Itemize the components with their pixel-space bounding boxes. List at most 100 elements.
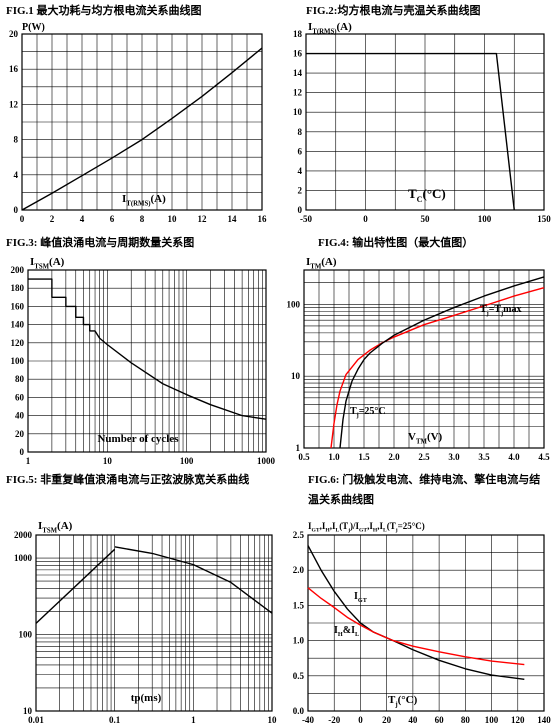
y-axis-label: ITSM​(A) (30, 256, 65, 270)
x-tick-label: 20 (382, 715, 392, 725)
y-tick-label: 2.0 (293, 565, 305, 575)
y-tick-label: 100 (11, 356, 25, 366)
annotation-tj-25c: Tj​=25°C (350, 406, 386, 419)
y-tick-label: 6 (298, 146, 303, 156)
series-line-2 (114, 546, 273, 614)
plot-frame (305, 33, 545, 211)
gridlines (305, 33, 545, 211)
y-tick-label: 120 (11, 338, 25, 348)
y-tick-label: 14 (293, 68, 303, 78)
y-tick-label: 8 (298, 127, 303, 137)
fig2-chart: -50050100150024681012141618IT(RMS)​(A)TC… (293, 21, 551, 224)
y-tick-label: 140 (11, 320, 25, 330)
y-tick-label: 80 (15, 374, 25, 384)
plot-area (305, 33, 545, 211)
fig3-title: FIG.3: 峰值浪涌电流与周期数量关系图 (6, 237, 195, 249)
fig4-chart: 0.5 1.0 1.5 2.0 2.5 3.0 3.5 4.0 4.5 1 10 100 ITM​(A)… (287, 256, 551, 462)
y-tick-label: 0.5 (293, 671, 305, 681)
x-tick-label: 0 (358, 715, 363, 725)
y-tick-label: 4 (298, 166, 303, 176)
series-line-1 (28, 278, 267, 420)
annotation-igt: IGT​ (354, 591, 368, 604)
plot-area (303, 269, 545, 449)
x-axis-label: Tj​(°C) (388, 694, 418, 708)
y-tick-label: 20 (15, 429, 25, 439)
series-line-1 (21, 47, 263, 211)
x-tick-label: 80 (461, 715, 471, 725)
fig4-title: FIG.4: 输出特性图（最大值图） (318, 237, 474, 249)
y-tick-label: 100 (19, 630, 33, 640)
y-tick-label: 1000 (14, 553, 33, 563)
y-axis-label: ITSM​(A) (38, 520, 73, 534)
x-tick-label: 1 (26, 456, 31, 464)
x-tick-label: 50 (421, 214, 431, 224)
x-tick-label: 4.0 (508, 452, 520, 462)
x-tick-label: 0.5 (298, 452, 310, 462)
series-line-1 (306, 52, 515, 211)
x-tick-label: 2.5 (418, 452, 430, 462)
x-axis-label: IT(RMS)​(A) (122, 193, 166, 207)
y-tick-label: 0.0 (293, 706, 305, 716)
x-tick-label: 100 (180, 456, 194, 464)
gridlines (27, 269, 267, 453)
y-tick-label: 8 (14, 135, 19, 145)
plot-frame (27, 269, 267, 453)
fig5-title: FIG.5: 非重复峰值浪涌电流与正弦波脉宽关系曲线 (6, 474, 250, 486)
fig6-chart: -40 -20 0 20 40 60 80 100 120 140 0.0 0.5 1.0 1.5 2.0 2… (293, 521, 552, 725)
x-tick-label: 0.01 (28, 715, 44, 725)
x-tick-label: 100 (478, 214, 492, 224)
x-axis-label: TC​(°C) (408, 186, 446, 204)
plot-area (27, 269, 267, 453)
x-tick-label: 0 (20, 214, 25, 224)
x-tick-label: 150 (537, 214, 551, 224)
x-tick-label: -50 (300, 214, 312, 224)
x-tick-label: 40 (408, 715, 418, 725)
x-tick-label: -40 (302, 715, 314, 725)
x-tick-label: 4.5 (538, 452, 550, 462)
fig1-chart: 0 2 4 6 8 10 12 14 16 0 4 8 12 16 20P(W) IT(RMS)​(A) (9, 22, 267, 224)
x-tick-label: 10 (168, 214, 178, 224)
y-tick-label: 16 (9, 64, 19, 74)
fig5-chart: 0.01 0.1 1 10 10 100 1000 2000 ITSM​(A) tp(ms) (14, 520, 277, 725)
y-tick-label: 4 (14, 170, 19, 180)
y-tick-label: 0 (298, 205, 303, 215)
x-tick-label: 12 (198, 214, 208, 224)
x-axis-label: VTM​(V) (408, 431, 443, 445)
fig3-chart: 1 10 100 1000 0 20 40 60 80 100 120 140 160 180 200 ITS… (11, 256, 276, 464)
y-axis-label: IGT​,IH​,IL​(Tj​)/IGT​,IH​,IL​(Tj​=25°C) (308, 521, 425, 534)
annotation-tj-max: Tj​=Tj​max (480, 304, 522, 317)
x-tick-label: 4 (80, 214, 85, 224)
y-tick-label: 12 (293, 88, 303, 98)
y-tick-label: 18 (293, 29, 303, 39)
x-tick-label: 140 (537, 715, 551, 725)
x-tick-label: -20 (328, 715, 340, 725)
y-tick-label: 1.5 (293, 600, 305, 610)
y-tick-label: 16 (293, 49, 303, 59)
y-tick-label: 20 (9, 29, 19, 39)
y-tick-label: 180 (11, 283, 25, 293)
x-axis-label: tp(ms) (131, 692, 162, 704)
x-tick-label: 1 (191, 715, 196, 725)
y-axis-label: IT(RMS)​(A) (308, 21, 352, 35)
y-axis-label: P(W) (22, 22, 45, 33)
x-tick-label: 60 (435, 715, 445, 725)
gridlines (307, 534, 545, 712)
x-tick-label: 100 (485, 715, 499, 725)
x-tick-label: 1.0 (328, 452, 340, 462)
annotation-ih-il: IH​&IL​ (334, 625, 359, 638)
y-tick-label: 0 (14, 205, 19, 215)
y-tick-label: 60 (15, 392, 25, 402)
y-tick-label: 1 (296, 443, 301, 453)
x-tick-label: 6 (110, 214, 115, 224)
series-line-1 (330, 287, 545, 449)
plot-frame (307, 534, 545, 712)
y-tick-label: 200 (11, 265, 25, 275)
y-tick-label: 10 (23, 706, 33, 716)
fig2-title: FIG.2:均方根电流与壳温关系曲线图 (306, 5, 481, 17)
series-line-2 (339, 276, 545, 449)
y-tick-label: 40 (15, 411, 25, 421)
plot-frame (21, 33, 263, 211)
x-tick-label: 3.0 (448, 452, 460, 462)
y-tick-label: 160 (11, 301, 25, 311)
plot-area (307, 534, 545, 712)
